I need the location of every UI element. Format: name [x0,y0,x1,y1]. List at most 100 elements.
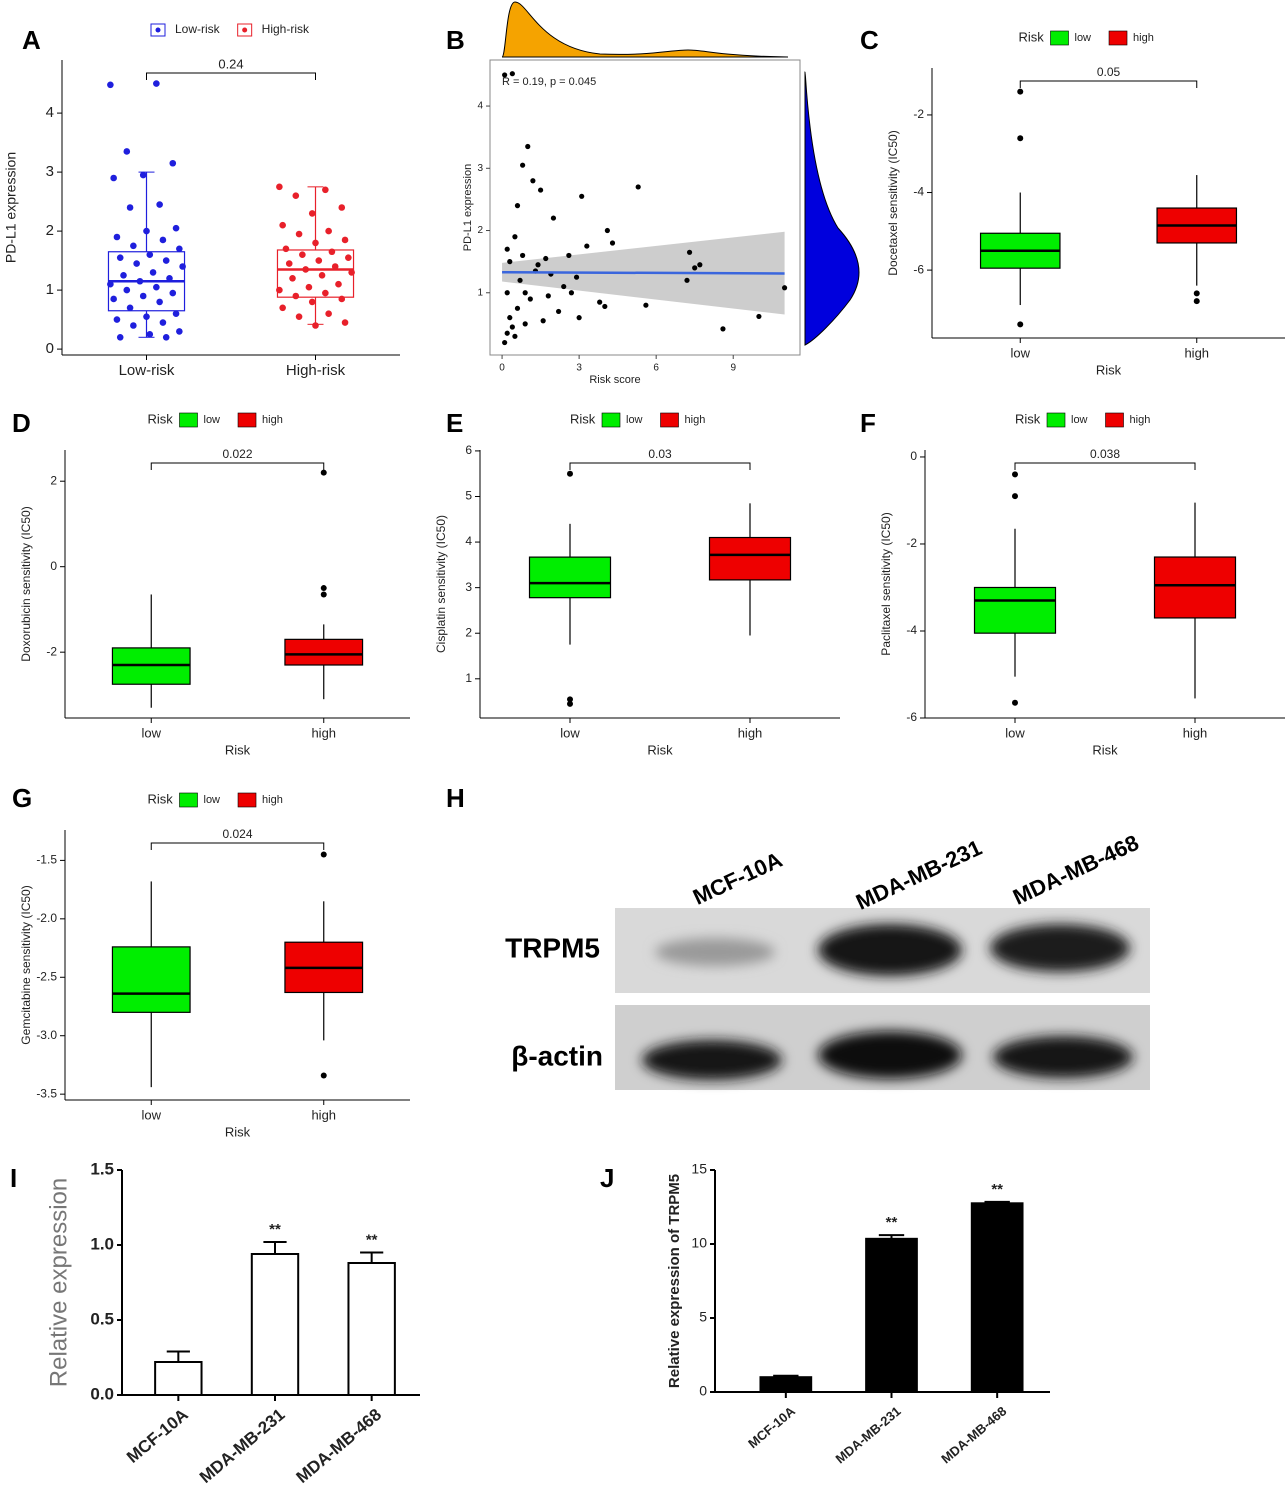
y-tick-label: -4 [906,623,917,637]
point [604,227,610,234]
significance: ** [269,1221,281,1238]
x-tick-label: low [1005,725,1025,740]
band [818,924,962,976]
point [116,334,124,341]
outlier [1017,321,1024,328]
panel-letter: I [10,1163,17,1193]
box [276,249,355,298]
p-value: 0.022 [222,447,252,461]
band [655,938,775,966]
outlier [1012,493,1018,500]
y-density [804,71,860,346]
point [331,263,339,270]
legend-label: low [204,794,221,806]
band [818,1031,962,1079]
point [302,266,309,273]
x-tick-label: 0 [499,363,505,374]
outlier [320,851,327,858]
y-tick-label: 4 [465,534,472,548]
point [179,263,186,270]
point [507,315,513,321]
point [295,313,303,320]
bar [865,1237,918,1393]
outlier [1012,699,1018,706]
point [295,230,303,238]
y-tick-label: 0 [699,1383,707,1399]
y-axis-label: PD-L1 expression [462,164,474,251]
outlier [320,469,327,476]
point [540,318,546,324]
annotation: R = 0.19, p = 0.045 [502,76,596,88]
blot-row-label: TRPM5 [505,932,600,963]
p-value: 0.024 [222,827,252,841]
x-tick-label: MDA-MB-231 [196,1405,289,1487]
y-tick-label: -2.5 [36,969,57,983]
point [126,304,134,312]
x-tick-label: high [1184,345,1209,360]
point [504,330,510,336]
y-tick-label: -3.0 [36,1028,57,1042]
point [502,72,508,78]
legend-label: low [626,414,643,426]
point [566,252,572,259]
y-axis-label: Doxorubicin sensitivity (IC50) [19,506,33,661]
x-tick-label: MDA-MB-468 [293,1405,386,1487]
y-tick-label: 4 [477,101,483,112]
point [156,298,163,306]
y-tick-label: 3 [46,163,54,180]
bar [250,1253,300,1396]
box [973,586,1057,634]
point [504,246,510,252]
point [597,299,603,305]
point [318,272,326,279]
point [276,286,283,294]
point [123,148,131,155]
y-tick-label: 2 [465,625,472,639]
point [159,236,167,244]
point [535,262,541,268]
x-axis-label: Risk [647,742,673,757]
significance-bracket [146,72,316,80]
point [146,331,154,338]
outlier [1193,290,1200,297]
x-tick-label: low [141,725,161,740]
y-axis-label: Cisplatin sensitivity (IC50) [434,515,448,653]
panel-letter: E [446,408,463,438]
outlier [1017,88,1024,95]
point [176,328,183,335]
point [756,313,762,320]
x-tick-label: low [141,1107,161,1122]
point [520,162,526,168]
x-tick-label: low [1010,345,1030,360]
box [111,946,191,1013]
outlier [567,470,573,477]
x-tick-label: High-risk [286,362,346,379]
point [527,296,533,302]
point [335,280,342,288]
x-axis-label: Risk score [589,374,640,386]
x-axis-label: Risk [225,742,251,757]
point [512,234,518,240]
point [107,81,114,89]
box [708,536,792,581]
x-tick-label: MCF-10A [745,1403,798,1451]
x-axis-label: Risk [225,1124,251,1139]
point [325,227,332,235]
legend-key [1046,412,1066,428]
panel-letter: J [600,1163,614,1193]
outlier [320,585,327,592]
point [292,292,300,300]
y-axis-label: Relative expression of TRPM5 [666,1174,683,1388]
outlier [320,591,327,598]
point [107,280,114,288]
point [576,315,582,321]
point [120,272,127,279]
panel-letter: A [22,25,41,55]
y-axis-label: Docetaxel sensitivity (IC50) [886,130,900,275]
x-axis-label: Risk [1092,742,1118,757]
legend-title: Risk [1019,29,1045,44]
legend-label: high [262,414,283,426]
legend-key [242,27,248,33]
y-tick-label: -3.5 [36,1086,57,1100]
